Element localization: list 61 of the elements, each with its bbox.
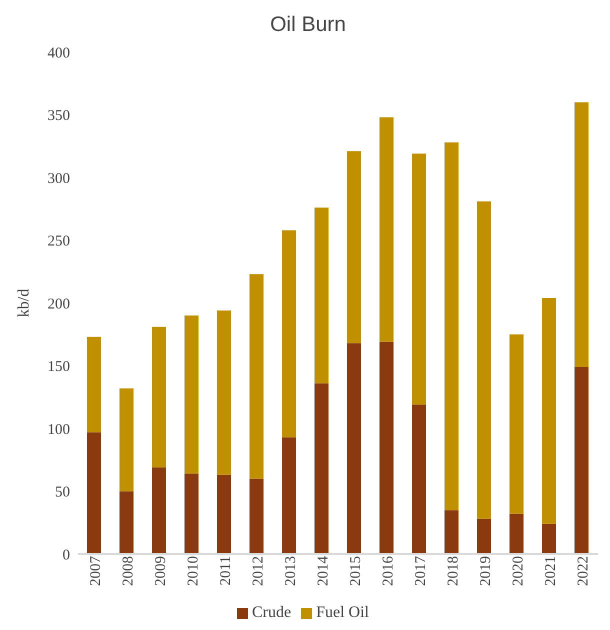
bar bbox=[347, 151, 361, 344]
bar bbox=[477, 201, 491, 519]
bar bbox=[412, 154, 426, 405]
y-tick-label: 350 bbox=[48, 108, 70, 124]
bar bbox=[152, 326, 166, 468]
bar bbox=[347, 343, 361, 554]
bar bbox=[184, 316, 198, 474]
bar bbox=[152, 467, 166, 554]
bar bbox=[282, 437, 296, 554]
y-tick-label: 300 bbox=[48, 170, 70, 187]
x-tick-label: 2022 bbox=[575, 556, 592, 586]
y-axis-title: kb/d bbox=[16, 288, 33, 318]
bar bbox=[282, 230, 296, 438]
legend-label: Crude bbox=[252, 604, 292, 621]
x-tick-label: 2019 bbox=[478, 556, 494, 586]
chart-title: Oil Burn bbox=[269, 12, 347, 38]
bar bbox=[217, 474, 231, 554]
x-tick-label: 2018 bbox=[445, 556, 462, 586]
bar bbox=[120, 388, 134, 492]
y-tick-label: 250 bbox=[48, 234, 70, 250]
x-tick-label: 2007 bbox=[88, 556, 104, 586]
y-tick-label: 0 bbox=[62, 547, 70, 564]
y-tick-label: 100 bbox=[48, 422, 70, 438]
bar bbox=[87, 336, 101, 432]
bar bbox=[444, 510, 458, 554]
bar bbox=[412, 404, 426, 554]
bar bbox=[444, 142, 458, 510]
bar bbox=[184, 474, 198, 554]
legend-label: Fuel Oil bbox=[316, 604, 369, 621]
x-tick-label: 2016 bbox=[380, 556, 396, 586]
bar bbox=[477, 518, 491, 554]
y-tick-label: 50 bbox=[55, 484, 70, 501]
bar bbox=[574, 367, 588, 554]
y-tick-label: 150 bbox=[48, 359, 70, 376]
bar bbox=[542, 524, 556, 554]
y-tick-label: 400 bbox=[48, 45, 70, 62]
x-tick-label: 2014 bbox=[315, 556, 332, 586]
bar bbox=[250, 478, 264, 554]
bar bbox=[314, 208, 328, 384]
bar bbox=[380, 342, 394, 554]
x-tick-label: 2021 bbox=[542, 556, 559, 586]
x-tick-label: 2020 bbox=[510, 556, 526, 586]
bar bbox=[510, 334, 524, 514]
bar bbox=[574, 102, 588, 368]
bar bbox=[380, 117, 394, 342]
x-tick-label: 2008 bbox=[120, 556, 136, 586]
x-tick-label: 2011 bbox=[218, 556, 234, 586]
x-tick-label: 2017 bbox=[412, 556, 429, 586]
x-tick-label: 2012 bbox=[250, 556, 266, 586]
bar bbox=[87, 432, 101, 554]
bar bbox=[314, 383, 328, 554]
bar bbox=[217, 310, 231, 475]
bar bbox=[542, 298, 556, 524]
bar bbox=[510, 514, 524, 554]
x-tick-label: 2009 bbox=[152, 556, 169, 586]
bar bbox=[250, 274, 264, 479]
x-tick-label: 2010 bbox=[185, 556, 202, 586]
x-tick-label: 2013 bbox=[282, 556, 299, 586]
x-tick-label: 2015 bbox=[348, 556, 364, 586]
bar bbox=[120, 491, 134, 554]
y-tick-label: 200 bbox=[48, 296, 70, 312]
